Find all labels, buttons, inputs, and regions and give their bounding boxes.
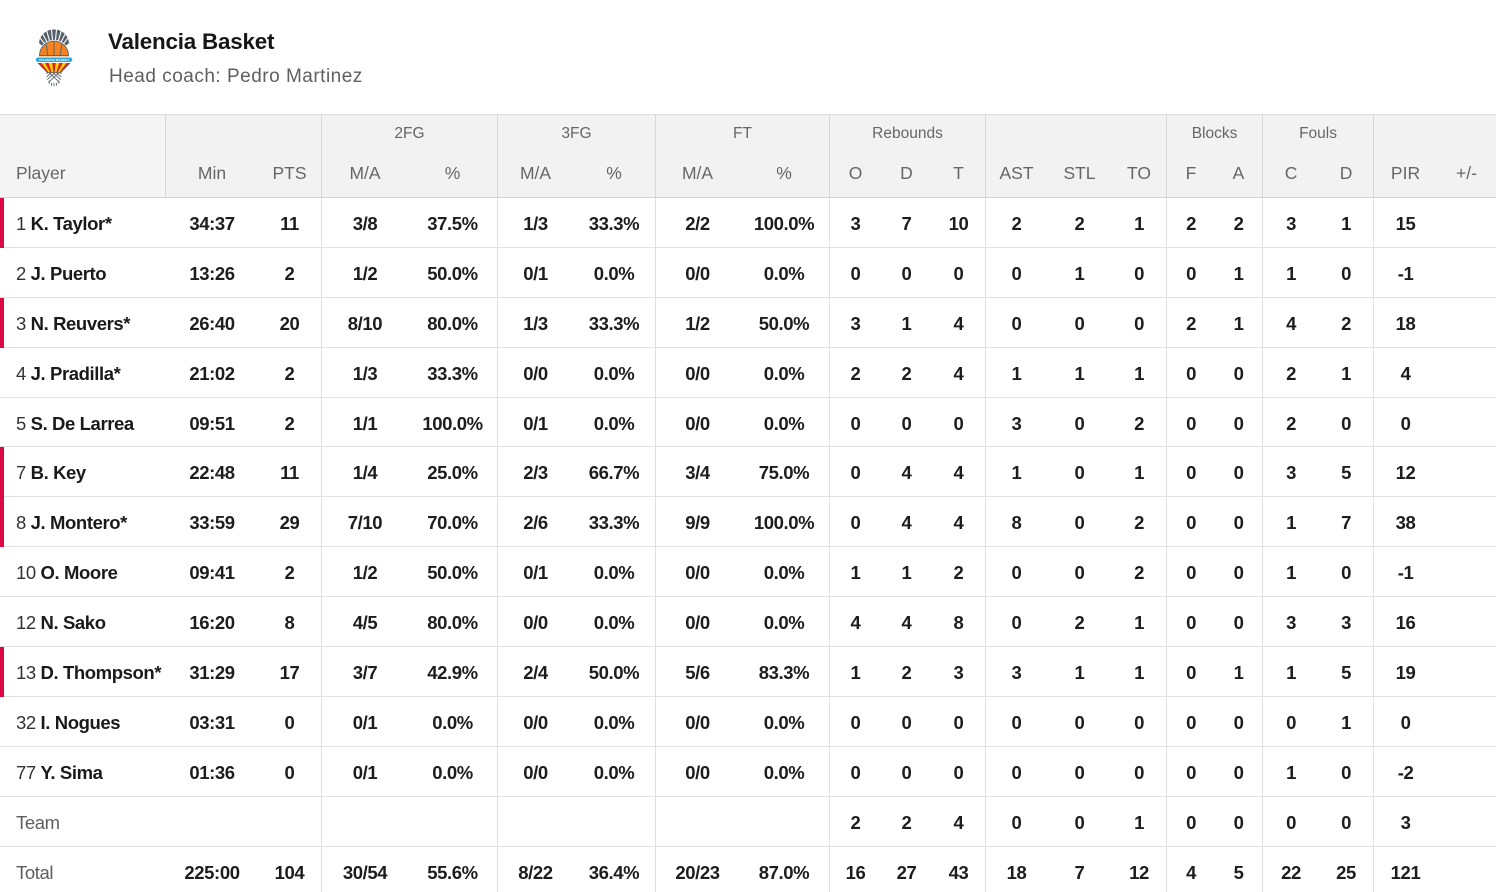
svg-text:VALENCIA BASKET: VALENCIA BASKET bbox=[39, 58, 70, 62]
